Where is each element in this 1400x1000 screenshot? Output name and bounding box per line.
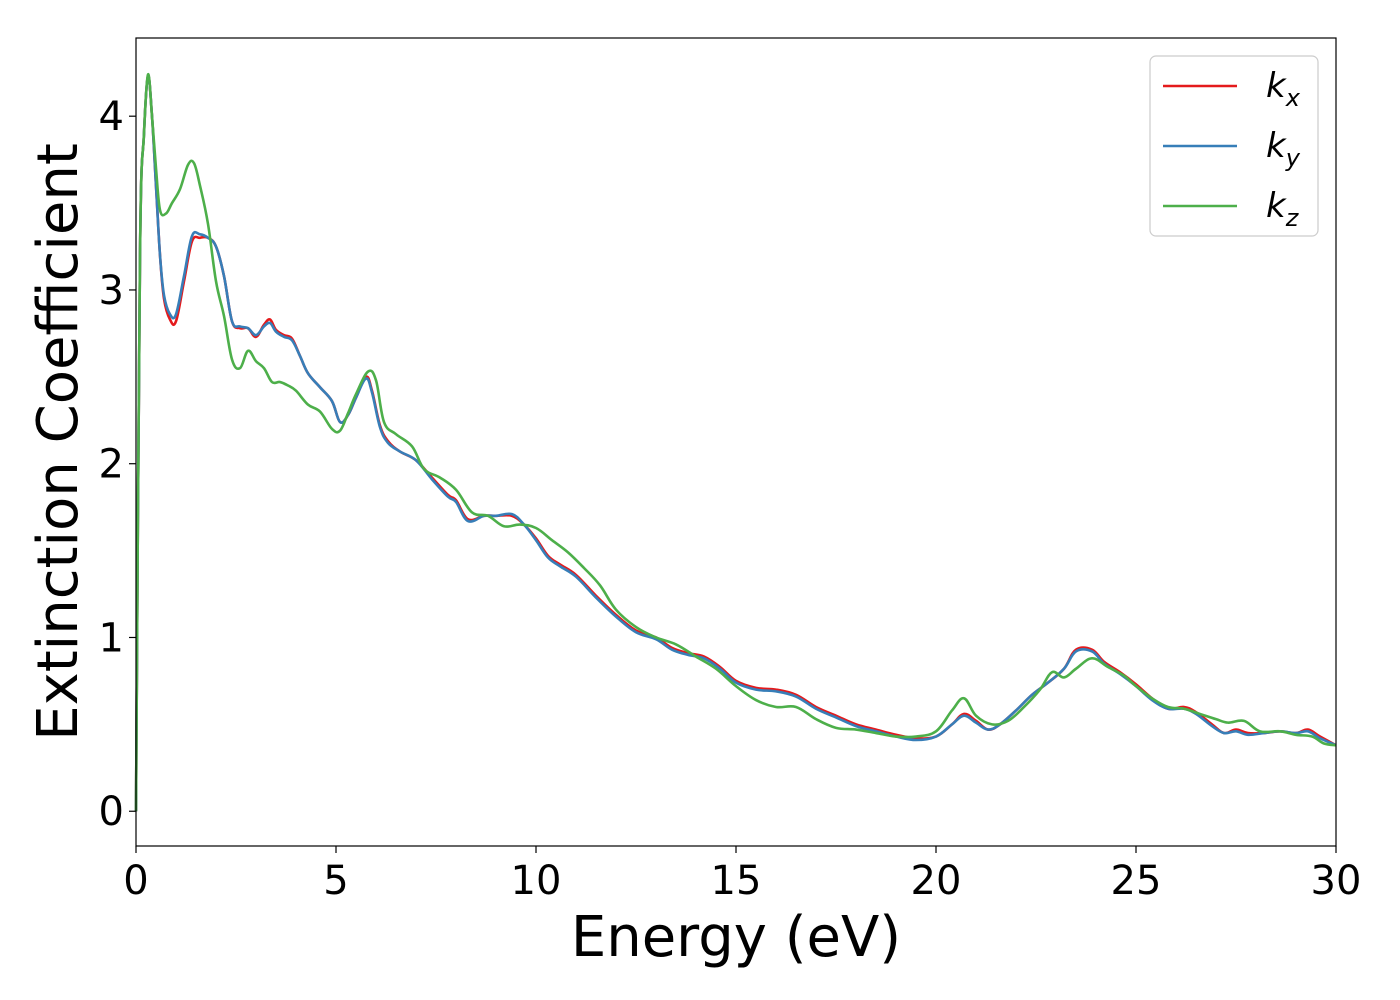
legend-label-y: ky — [1266, 126, 1301, 172]
x-tick-label: 25 — [1111, 858, 1162, 904]
y-axis: 0 1 2 3 4 — [99, 94, 136, 835]
y-tick-label: 3 — [99, 268, 124, 314]
series-layer — [134, 73, 1337, 812]
plot-background — [136, 38, 1336, 846]
y-tick-label: 2 — [99, 442, 124, 488]
x-tick-label: 10 — [511, 858, 562, 904]
y-tick-label: 4 — [99, 94, 124, 140]
y-tick-label: 1 — [99, 615, 124, 661]
legend-label-z: kz — [1266, 186, 1300, 232]
x-axis-title: Energy (eV) — [571, 905, 901, 970]
x-tick-label: 5 — [323, 858, 348, 904]
y-tick-label: 0 — [99, 789, 124, 835]
legend: kx ky kz — [1149, 55, 1319, 237]
y-axis-title: Extinction Coefficient — [26, 143, 91, 741]
x-tick-label: 30 — [1311, 858, 1362, 904]
x-tick-label: 0 — [123, 858, 148, 904]
x-tick-label: 20 — [911, 858, 962, 904]
series-line-z — [134, 73, 1337, 812]
series-line-y — [134, 74, 1337, 812]
x-tick-label: 15 — [711, 858, 762, 904]
x-axis: 0 5 10 15 20 25 30 — [123, 846, 1361, 904]
legend-label-x: kx — [1266, 66, 1301, 112]
